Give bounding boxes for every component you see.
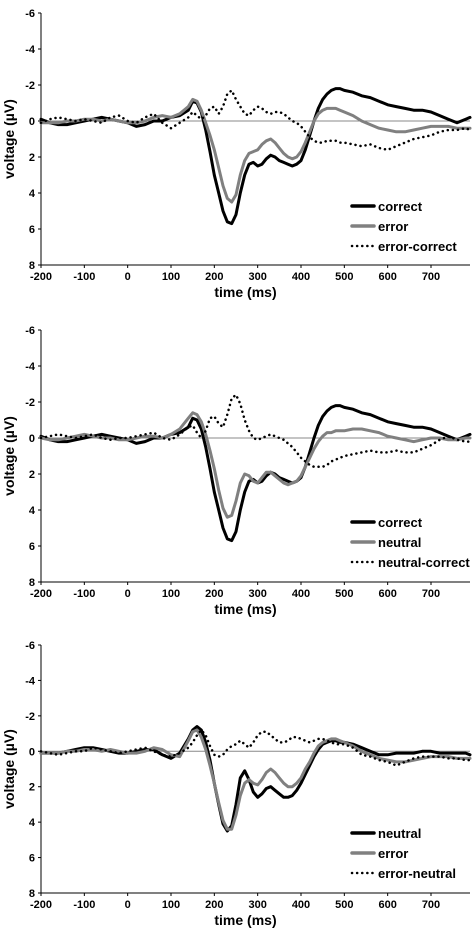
chart-panel-1: -6 -4 -2 0 2 4 6 8-200 -100 0 100 200 300 400 500 600 70… [1,8,472,300]
x-tick-label: 100 [162,899,180,911]
y-tick-label: 4 [29,817,36,829]
series-line-correct [39,404,472,543]
y-tick-label: -4 [25,675,36,687]
series-line-error [39,728,472,831]
x-tick-label: 600 [378,271,396,283]
legend-label: error-correct [378,239,457,254]
x-tick-label: 400 [292,899,310,911]
legend-label: error [378,219,408,234]
legend-label: neutral [378,535,421,550]
y-tick-label: -2 [25,397,35,409]
legend-label: error [378,846,408,861]
y-tick-label: -2 [25,80,35,92]
chart-panel-3: -6 -4 -2 0 2 4 6 8-200 -100 0 100 200 300 400 500 600 70… [1,640,472,928]
y-tick-label: 8 [29,577,35,589]
y-axis-label: voltage (µV) [1,729,17,809]
x-tick-label: 700 [422,271,440,283]
y-tick-label: -6 [25,8,35,20]
x-tick-label: -100 [73,588,95,600]
x-tick-label: 100 [162,271,180,283]
chart-panel-2: -6 -4 -2 0 2 4 6 8-200 -100 0 100 200 300 400 500 600 70… [1,325,472,617]
x-tick-label: 400 [292,588,310,600]
x-tick-label: 500 [335,588,353,600]
x-tick-label: 300 [248,271,266,283]
y-tick-label: -4 [25,361,36,373]
y-tick-label: -2 [25,711,35,723]
legend-label: neutral-correct [378,555,470,570]
x-axis-label: time (ms) [214,601,276,617]
x-tick-label: 500 [335,271,353,283]
series-line-neutral-correct [39,393,472,469]
y-tick-label: -6 [25,640,35,652]
legend-label: neutral [378,826,421,841]
x-tick-label: 0 [125,899,131,911]
y-tick-label: -6 [25,325,35,337]
y-tick-label: 0 [29,116,35,128]
y-tick-label: 2 [29,782,35,794]
x-tick-label: -200 [30,588,52,600]
x-tick-label: 300 [248,588,266,600]
x-tick-label: -200 [30,271,52,283]
y-tick-label: 6 [29,853,35,865]
x-tick-label: 500 [335,899,353,911]
x-tick-label: 200 [205,271,223,283]
y-tick-label: 8 [29,888,35,900]
y-tick-label: 6 [29,541,35,553]
x-tick-label: 400 [292,271,310,283]
legend-label: correct [378,515,423,530]
x-tick-label: -100 [73,899,95,911]
y-tick-label: -4 [25,44,36,56]
y-axis-label: voltage (µV) [1,416,17,496]
x-axis-label: time (ms) [214,912,276,928]
y-tick-label: 2 [29,152,35,164]
x-tick-label: 0 [125,588,131,600]
x-tick-label: 700 [422,588,440,600]
x-tick-label: 700 [422,899,440,911]
y-tick-label: 0 [29,433,35,445]
x-axis-label: time (ms) [214,284,276,300]
series-line-neutral [39,725,472,833]
y-tick-label: 8 [29,260,35,272]
x-tick-label: 0 [125,271,131,283]
x-tick-label: -200 [30,899,52,911]
y-axis-label: voltage (µV) [1,99,17,179]
x-tick-label: -100 [73,271,95,283]
y-tick-label: 0 [29,746,35,758]
y-tick-label: 2 [29,469,35,481]
y-tick-label: 4 [29,505,36,517]
x-tick-label: 600 [378,588,396,600]
x-tick-label: 600 [378,899,396,911]
series-line-error-neutral [39,728,472,767]
y-tick-label: 4 [29,188,36,200]
legend-label: error-neutral [378,866,456,881]
series-line-correct [39,87,472,226]
series-line-error-correct [39,89,472,152]
series-line-neutral [39,411,472,519]
x-tick-label: 200 [205,588,223,600]
series-line-error [39,97,472,204]
x-tick-label: 300 [248,899,266,911]
x-tick-label: 200 [205,899,223,911]
y-tick-label: 6 [29,224,35,236]
legend-label: correct [378,199,423,214]
x-tick-label: 100 [162,588,180,600]
